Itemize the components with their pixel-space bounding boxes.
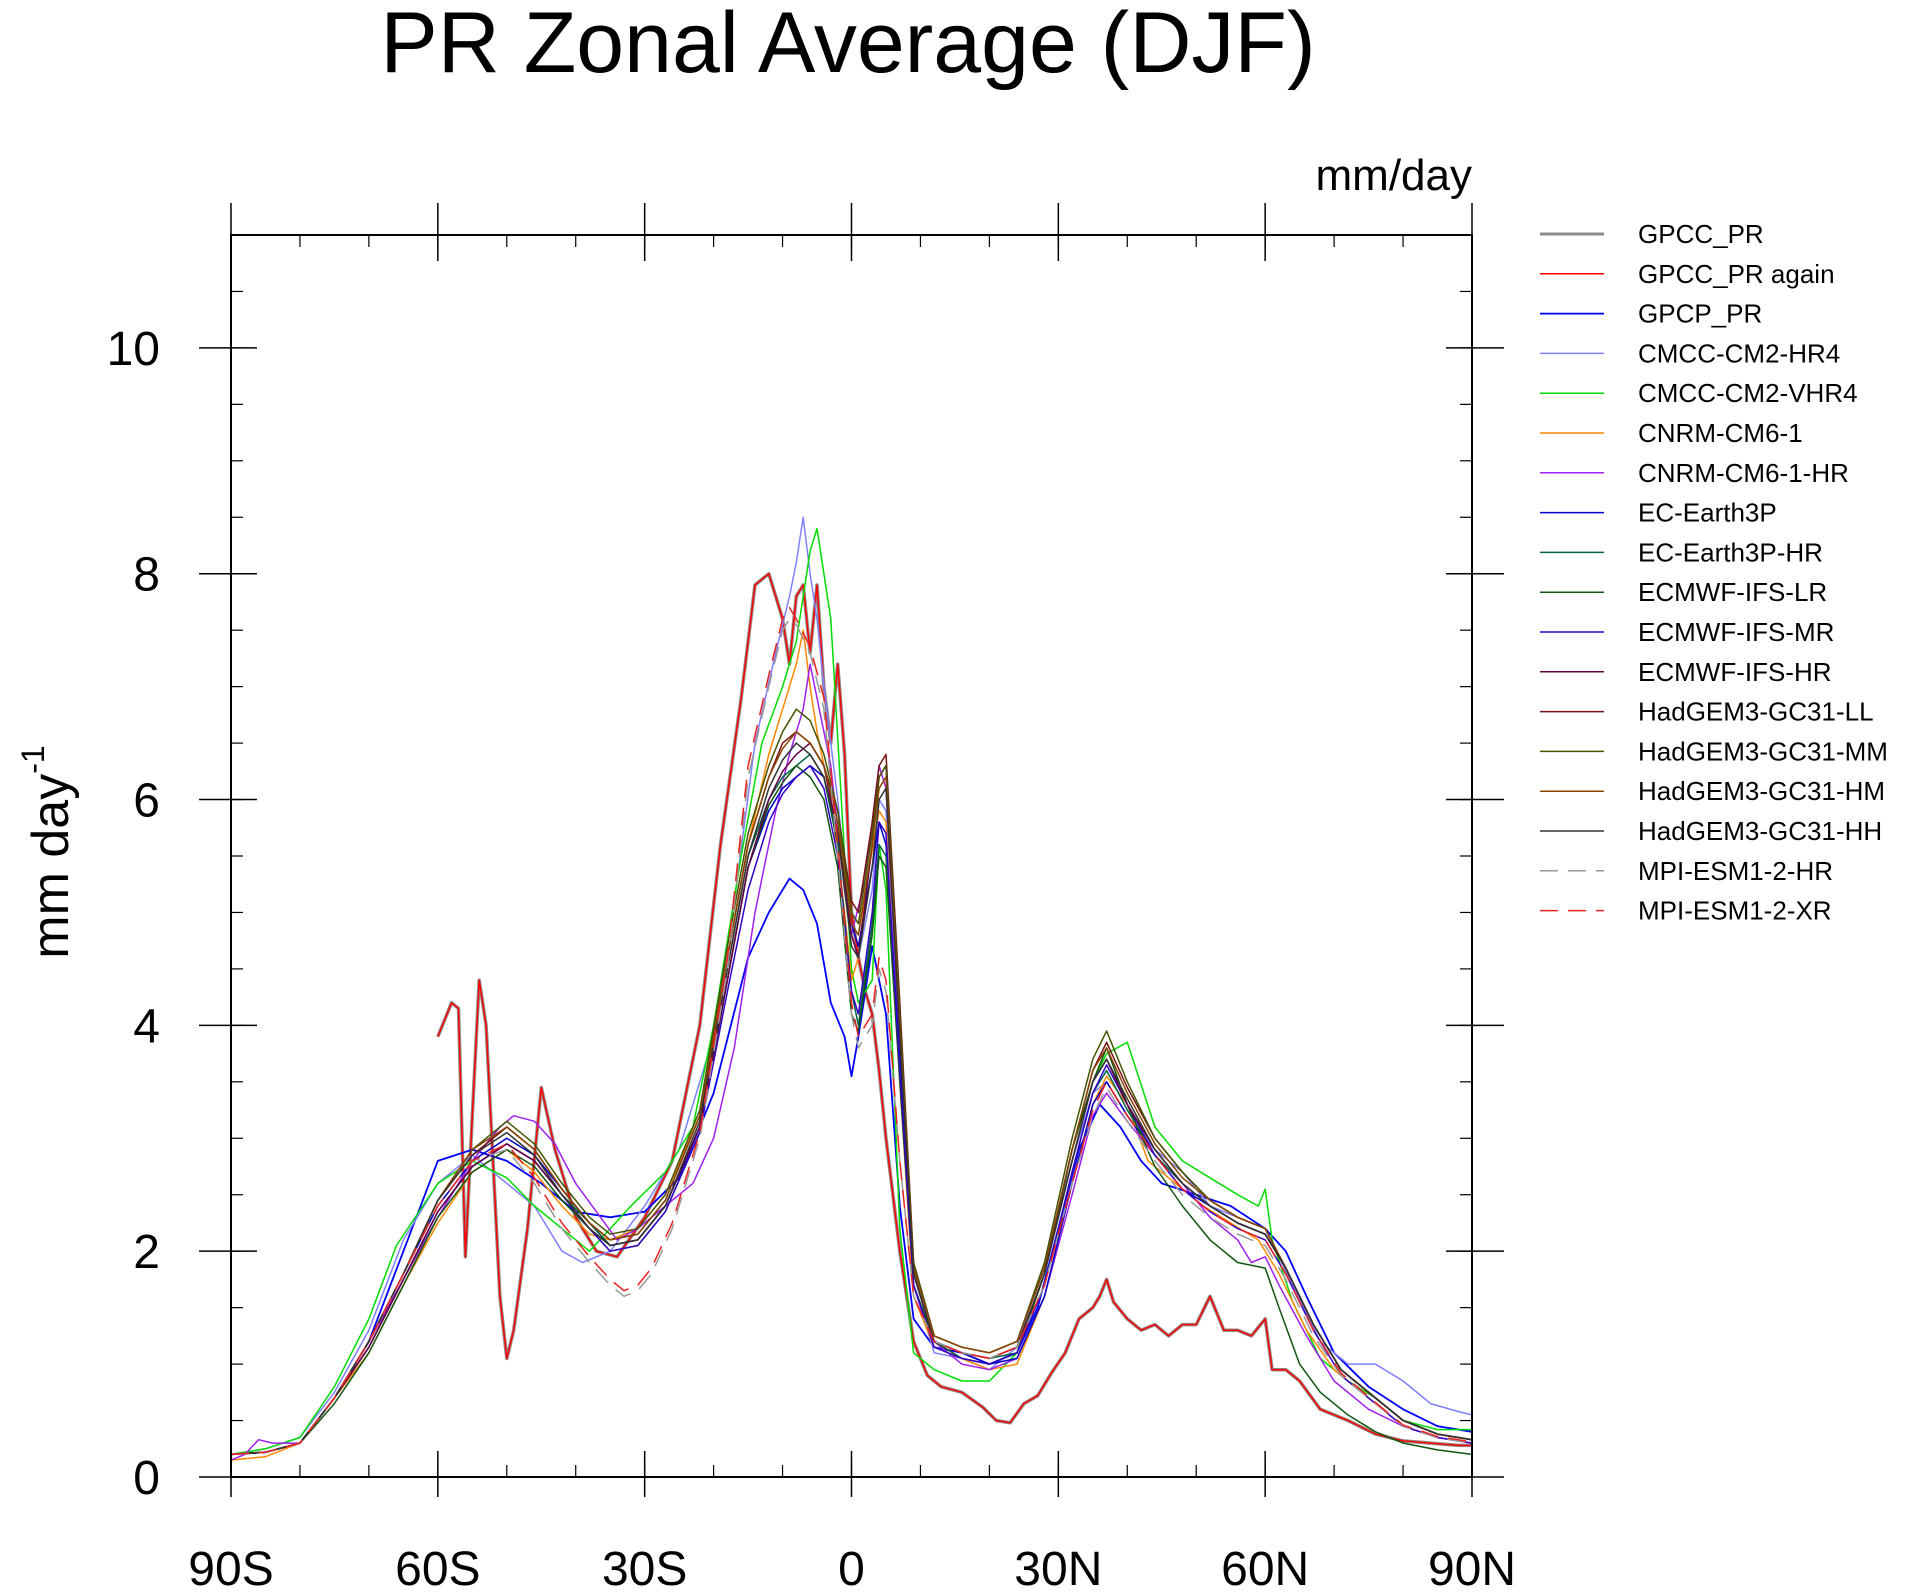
minor-ticks <box>230 234 1473 1478</box>
legend-label: CMCC-CM2-VHR4 <box>1638 378 1858 408</box>
y-tick-label: 10 <box>107 323 160 376</box>
legend-label: MPI-ESM1-2-XR <box>1638 896 1832 926</box>
legend-label: HadGEM3-GC31-LL <box>1638 697 1874 727</box>
y-tick-label: 6 <box>133 775 160 828</box>
series-line-hadgem3-gc31-ll <box>230 731 1473 1456</box>
series-line-ecmwf-ifs-mr <box>230 764 1473 1456</box>
legend-label: ECMWF-IFS-HR <box>1638 657 1832 687</box>
series-line-ecmwf-ifs-hr <box>230 742 1473 1456</box>
legend: GPCC_PR GPCC_PR again GPCP_PR CMCC-CM2-HR4 C… <box>1540 219 1888 926</box>
series-line-gpcp-pr <box>230 877 1473 1456</box>
series-line-mpi-esm1-2-xr <box>230 606 1473 1456</box>
legend-label: CMCC-CM2-HR4 <box>1638 338 1840 368</box>
legend-label: GPCC_PR <box>1638 219 1764 249</box>
legend-label: EC-Earth3P <box>1638 498 1777 528</box>
legend-label: ECMWF-IFS-LR <box>1638 577 1827 607</box>
y-tick-label: 2 <box>133 1226 160 1279</box>
x-tick-label: 30S <box>602 1543 687 1595</box>
series-line-cnrm-cm6-1 <box>230 629 1473 1461</box>
x-tick-label: 0 <box>838 1543 865 1595</box>
series-line-hadgem3-gc31-hm <box>230 731 1473 1456</box>
x-tick-label: 90N <box>1428 1543 1516 1595</box>
series-line-gpcc-pr <box>436 571 1472 1448</box>
series-line-gpcc-pr-again <box>437 572 1472 1447</box>
series-layer <box>230 516 1473 1461</box>
series-line-cmcc-cm2-vhr4 <box>230 527 1472 1456</box>
x-tick-label: 60S <box>395 1543 480 1595</box>
series-line-ecmwf-ifs-lr <box>230 764 1473 1456</box>
y-axis-label-text: mm day <box>22 774 80 959</box>
series-line-hadgem3-gc31-hh <box>230 742 1473 1456</box>
legend-label: HadGEM3-GC31-HM <box>1638 776 1885 806</box>
x-tick-label: 90S <box>188 1543 273 1595</box>
legend-label: CNRM-CM6-1 <box>1638 418 1803 448</box>
chart-title: PR Zonal Average (DJF) <box>380 0 1315 91</box>
series-line-mpi-esm1-2-hr <box>230 618 1473 1456</box>
y-tick-labels: 0 2 4 6 8 10 <box>107 323 160 1505</box>
series-line-ec-earth3p-hr <box>230 753 1473 1456</box>
y-tick-label: 0 <box>133 1452 160 1505</box>
y-tick-label: 4 <box>133 1000 160 1053</box>
x-tick-label: 60N <box>1221 1543 1309 1595</box>
x-tick-labels: 90S 60S 30S 0 30N 60N 90N <box>188 1543 1516 1595</box>
major-ticks <box>199 203 1504 1497</box>
legend-label: MPI-ESM1-2-HR <box>1638 856 1833 886</box>
legend-label: ECMWF-IFS-MR <box>1638 617 1834 647</box>
y-tick-label: 8 <box>133 549 160 602</box>
legend-label: EC-Earth3P-HR <box>1638 537 1823 567</box>
legend-label: CNRM-CM6-1-HR <box>1638 458 1849 488</box>
legend-label: HadGEM3-GC31-HH <box>1638 816 1882 846</box>
legend-label: HadGEM3-GC31-MM <box>1638 736 1888 766</box>
series-line-hadgem3-gc31-mm <box>230 708 1473 1456</box>
y-axis-label: mm day-1 <box>15 745 80 958</box>
units-label: mm/day <box>1316 151 1472 200</box>
legend-label: GPCC_PR again <box>1638 259 1835 289</box>
plot-frame <box>230 234 1473 1478</box>
y-axis-label-exponent: -1 <box>15 745 51 773</box>
series-line-cnrm-cm6-1-hr <box>230 663 1473 1461</box>
series-line-ec-earth3p <box>230 764 1473 1456</box>
x-tick-label: 30N <box>1014 1543 1102 1595</box>
legend-label: GPCP_PR <box>1638 299 1762 329</box>
